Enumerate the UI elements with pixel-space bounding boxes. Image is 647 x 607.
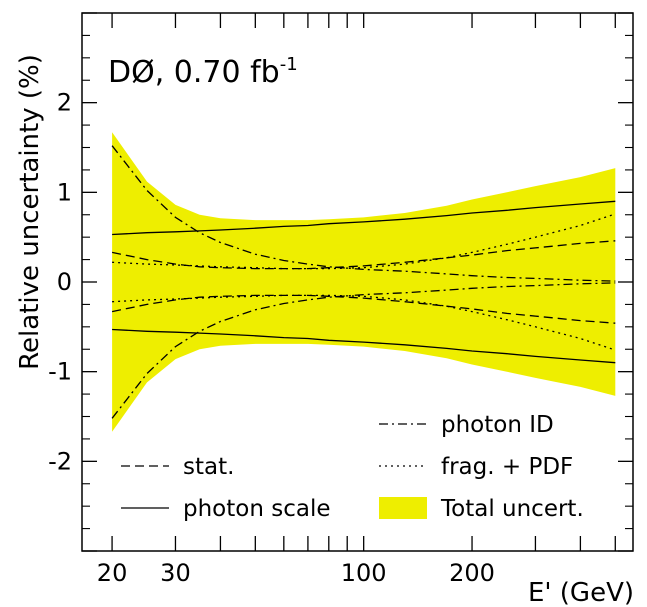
series-photon-id-upper xyxy=(111,145,616,282)
series-frag-pdf-upper xyxy=(112,213,616,270)
series-photon-scale-upper xyxy=(112,200,616,236)
legend-label-photon-id: photon ID xyxy=(441,412,554,438)
x-tick-label: 100 xyxy=(341,559,387,587)
y-tick-label: 0 xyxy=(57,268,72,296)
x-tick-label: 30 xyxy=(160,559,191,587)
legend-label-photon-scale: photon scale xyxy=(183,496,331,522)
legend: photon ID stat. frag. + PDF photon scale Tot… xyxy=(121,412,584,522)
y-axis-label: Relative uncertainty (%) xyxy=(15,54,45,370)
legend-label-frag-pdf: frag. + PDF xyxy=(441,454,573,480)
annotation-label: DØ, 0.70 fb-1 xyxy=(108,54,298,90)
y-tick-label: -1 xyxy=(48,358,72,386)
series-photon-scale-lower xyxy=(112,328,616,364)
series-stat-upper xyxy=(111,240,616,270)
series-frag-pdf-lower xyxy=(112,294,616,351)
series-stat-lower xyxy=(111,294,616,324)
x-axis-label: E' (GeV) xyxy=(528,578,634,607)
legend-label-stat: stat. xyxy=(183,454,234,480)
annotation-main: DØ, 0.70 fb xyxy=(108,55,280,90)
series-photon-id-lower xyxy=(111,282,616,419)
legend-swatch-total-uncert xyxy=(379,497,427,519)
y-tick-label: 1 xyxy=(57,178,72,206)
x-tick-label: 200 xyxy=(449,559,495,587)
legend-label-total-uncert: Total uncert. xyxy=(440,496,584,522)
y-tick-label: 2 xyxy=(57,89,72,117)
plot-area xyxy=(111,132,616,432)
x-tick-label: 20 xyxy=(97,559,128,587)
total-uncertainty-band xyxy=(112,132,616,432)
axes: 20 30 100 200 2 1 0 -1 -2 xyxy=(48,12,634,587)
annotation-superscript: -1 xyxy=(280,54,298,75)
y-tick-label: -2 xyxy=(48,447,72,475)
